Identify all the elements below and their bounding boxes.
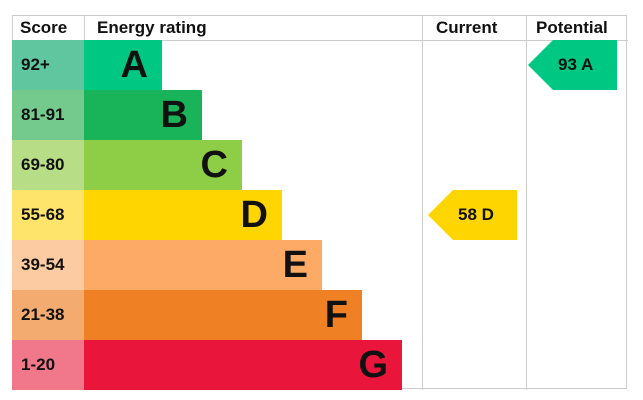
score-range-e: 39-54 (12, 240, 84, 290)
score-range-f: 21-38 (12, 290, 84, 340)
header-divider (12, 40, 628, 41)
score-range-c: 69-80 (12, 140, 84, 190)
header-score: Score (20, 18, 68, 37)
rating-bar-a: A (84, 40, 162, 90)
header-energy-rating: Energy rating (97, 18, 207, 37)
rating-bar-f: F (84, 290, 362, 340)
header-potential: Potential (536, 18, 608, 37)
rating-bar-b: B (84, 90, 202, 140)
rating-bar-e: E (84, 240, 322, 290)
rating-bar-c: C (84, 140, 242, 190)
rating-bar-d: D (84, 190, 282, 240)
score-range-b: 81-91 (12, 90, 84, 140)
score-range-d: 55-68 (12, 190, 84, 240)
divider (422, 15, 423, 390)
score-range-a: 92+ (12, 40, 84, 90)
score-range-g: 1-20 (12, 340, 84, 390)
divider (526, 15, 527, 390)
rating-bar-g: G (84, 340, 402, 390)
header-current: Current (436, 18, 498, 37)
